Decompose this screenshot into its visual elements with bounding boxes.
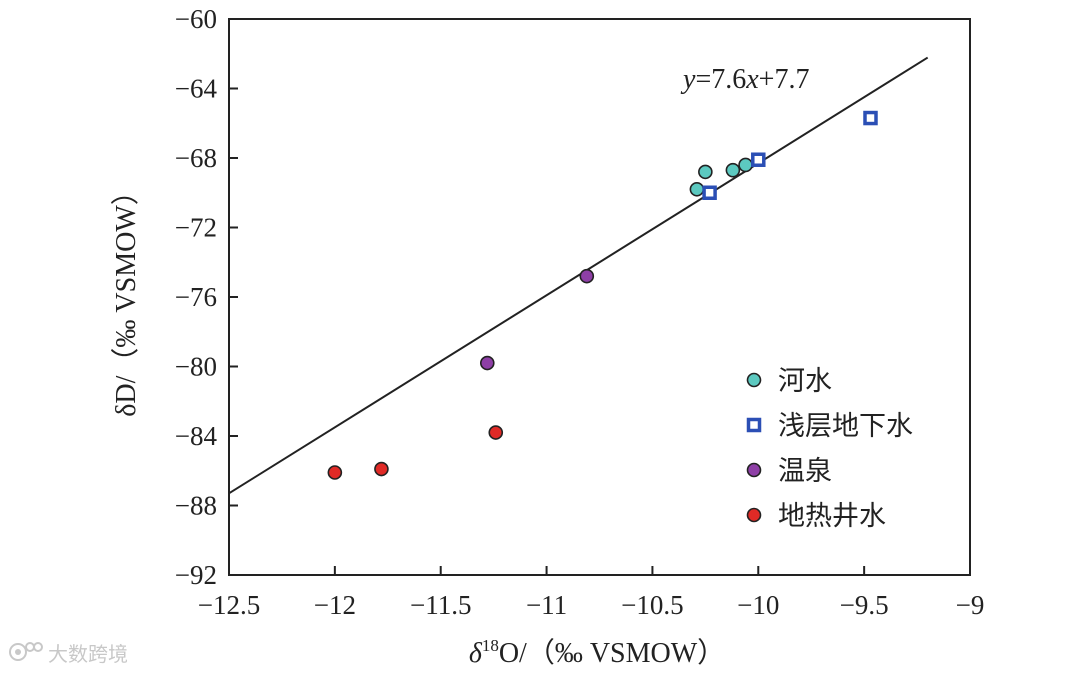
- weibo-style-logo-icon: [8, 639, 44, 665]
- legend-marker: [746, 507, 762, 523]
- x-tick-label: −10.5: [621, 590, 683, 620]
- equation-label: y=7.6x+7.7: [680, 64, 809, 95]
- y-tick-label: −76: [175, 282, 217, 312]
- x-tick-label: −10: [737, 590, 779, 620]
- fit-line: [228, 56, 929, 495]
- data-point: [479, 355, 495, 371]
- watermark: 大数跨境: [8, 638, 128, 666]
- fit-line-group: [228, 56, 929, 495]
- data-point: [579, 268, 595, 284]
- x-tick-label: −12.5: [198, 590, 260, 620]
- x-tick-label: −12: [314, 590, 356, 620]
- legend-label: 河水: [778, 366, 832, 397]
- data-point: [725, 162, 741, 178]
- data-point: [751, 152, 766, 167]
- y-tick-label: −72: [175, 213, 217, 243]
- x-tick-label: −11.5: [410, 590, 471, 620]
- y-tick-label: −88: [175, 491, 217, 521]
- y-axis-title: δD/（‰ VSMOW）: [110, 177, 142, 417]
- y-axis-ticks: −60 −64 −68 −72 −76 −80 −84 −88 −92: [175, 4, 238, 590]
- data-points: [327, 110, 878, 480]
- legend-label: 浅层地下水: [778, 411, 913, 442]
- data-point: [374, 461, 389, 477]
- data-point: [327, 465, 343, 480]
- x-tick-label: −9: [956, 590, 985, 620]
- plot-frame: [228, 18, 971, 576]
- y-tick-label: −92: [175, 560, 217, 590]
- x-axis-title: δ18O/（‰ VSMOW）: [469, 636, 725, 669]
- data-point: [488, 425, 504, 440]
- x-tick-label: −9.5: [840, 590, 889, 620]
- legend-marker: [746, 417, 762, 433]
- data-point: [689, 181, 705, 197]
- y-tick-label: −64: [175, 74, 218, 104]
- data-point: [698, 164, 713, 180]
- legend-marker: [746, 372, 762, 388]
- legend-label: 地热井水: [778, 501, 886, 532]
- data-point: [702, 185, 717, 200]
- y-tick-label: −68: [175, 143, 217, 173]
- watermark-text: 大数跨境: [48, 641, 128, 666]
- x-axis-ticks: −12.5 −12 −11.5 −11 −10.5 −10 −9.5 −9: [198, 566, 985, 620]
- data-point: [863, 110, 878, 126]
- y-tick-label: −80: [175, 352, 217, 382]
- y-tick-label: −84: [175, 421, 218, 451]
- x-tick-label: −11: [526, 590, 567, 620]
- y-tick-label: −60: [175, 4, 217, 34]
- legend-marker: [746, 462, 762, 478]
- data-point: [738, 157, 753, 173]
- legend-label: 温泉: [778, 456, 832, 487]
